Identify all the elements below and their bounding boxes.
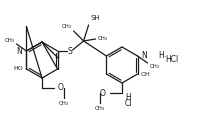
Text: CH₃: CH₃: [98, 37, 108, 42]
Text: ·: ·: [163, 54, 166, 62]
Text: CH₃: CH₃: [4, 38, 14, 43]
Text: O: O: [58, 84, 64, 92]
Text: CH₃: CH₃: [150, 64, 160, 69]
Text: CH₃: CH₃: [95, 106, 105, 111]
Text: O: O: [100, 89, 106, 97]
Text: CH₃: CH₃: [59, 101, 69, 106]
Text: N: N: [17, 47, 22, 55]
Text: HCl: HCl: [165, 55, 178, 64]
Text: N: N: [142, 52, 147, 60]
Text: H: H: [125, 94, 131, 102]
Text: Cl: Cl: [124, 99, 132, 109]
Text: OH: OH: [141, 72, 150, 77]
Text: CH₃: CH₃: [61, 24, 72, 29]
Text: SH: SH: [91, 15, 100, 21]
Text: HO: HO: [14, 67, 23, 72]
Text: H: H: [158, 50, 164, 60]
Text: S: S: [67, 47, 72, 55]
